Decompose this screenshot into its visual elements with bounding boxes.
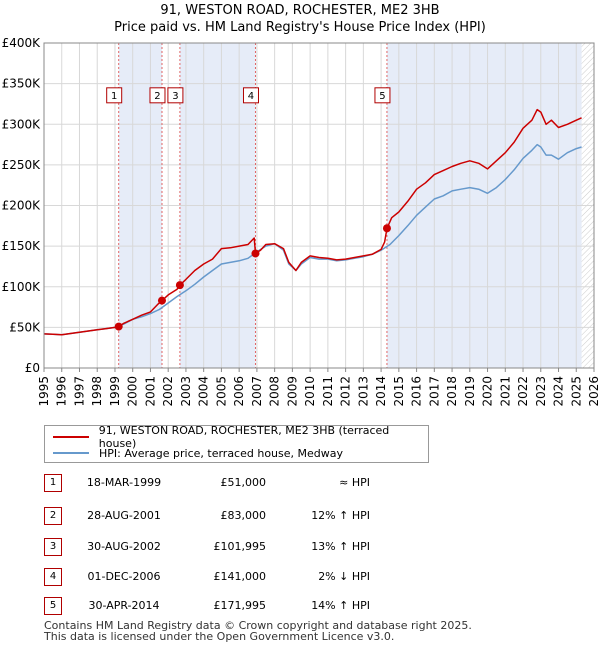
sale-price: £171,995 <box>213 599 267 612</box>
sale-label-box <box>374 87 391 104</box>
x-tick-label: 2005 <box>214 376 228 407</box>
sale-date: 18-MAR-1999 <box>86 476 162 489</box>
sale-number-badge: 4 <box>44 568 62 586</box>
chart-title: 91, WESTON ROAD, ROCHESTER, ME2 3HB <box>160 3 440 18</box>
x-tick-label: 1996 <box>55 376 69 407</box>
sale-date: 28-AUG-2001 <box>87 509 161 522</box>
legend-item-hpi: HPI: Average price, terraced house, Medw… <box>53 446 343 460</box>
sale-number-badge: 3 <box>44 538 62 556</box>
sale-number-badge: 1 <box>44 474 62 492</box>
x-tick-label: 2009 <box>285 376 299 407</box>
footer-line-licence: This data is licensed under the Open Gov… <box>44 630 395 643</box>
x-tick-label: 2012 <box>339 376 353 407</box>
x-tick-label: 2023 <box>534 376 548 407</box>
sale-date: 01-DEC-2006 <box>87 570 161 583</box>
footer-line-copyright: Contains HM Land Registry data © Crown c… <box>44 619 472 632</box>
plot-frame <box>43 42 595 369</box>
sale-label-number: 3 <box>172 91 178 102</box>
series-line-property <box>43 108 582 336</box>
x-tick-label: 2007 <box>250 376 264 407</box>
y-tick-label: £150K <box>2 239 42 253</box>
sale-point <box>175 281 184 290</box>
sale-hpi-comparison: 2% ↓ HPI <box>318 570 370 583</box>
y-tick-label: £200K <box>2 199 42 213</box>
x-tick-label: 2008 <box>268 376 282 407</box>
x-tick-label: 2010 <box>303 376 317 407</box>
sale-hpi-comparison: 14% ↑ HPI <box>311 599 370 612</box>
sale-hpi-comparison: 13% ↑ HPI <box>311 540 370 553</box>
sale-row: 2 28-AUG-2001 £83,000 12% ↑ HPI <box>44 507 564 525</box>
x-tick-label: 2022 <box>516 376 530 407</box>
y-tick-label: £100K <box>2 280 42 294</box>
x-tick-label: 2026 <box>587 376 600 407</box>
sale-row: 4 01-DEC-2006 £141,000 2% ↓ HPI <box>44 568 564 586</box>
legend-item-property: 91, WESTON ROAD, ROCHESTER, ME2 3HB (ter… <box>53 424 428 450</box>
sale-label-box <box>242 87 259 104</box>
x-tick-label: 2001 <box>143 376 157 407</box>
y-tick-label: £300K <box>2 117 42 131</box>
x-tick-label: 2004 <box>197 376 211 407</box>
x-tick-label: 2021 <box>498 376 512 407</box>
sale-price: £51,000 <box>220 476 267 489</box>
x-tick-label: 2002 <box>161 376 175 407</box>
sale-point <box>114 322 123 331</box>
x-tick-label: 2024 <box>552 376 566 407</box>
y-tick-label: £0 <box>25 361 40 375</box>
x-tick-label: 2020 <box>481 376 495 407</box>
sale-label-box <box>149 87 166 104</box>
x-tick-label: 1999 <box>108 376 122 407</box>
sale-number-badge: 2 <box>44 507 62 525</box>
sale-row: 5 30-APR-2014 £171,995 14% ↑ HPI <box>44 597 564 615</box>
sale-label-number: 2 <box>154 91 160 102</box>
sale-label-number: 4 <box>248 91 254 102</box>
legend-swatch-property <box>53 436 89 438</box>
sale-number-badge: 5 <box>44 597 62 615</box>
x-tick-label: 2025 <box>569 376 583 407</box>
sale-label-box <box>106 87 123 104</box>
sale-price: £101,995 <box>213 540 267 553</box>
sale-point <box>157 296 166 305</box>
x-tick-label: 2017 <box>427 376 441 407</box>
y-tick-label: £50K <box>9 320 41 334</box>
x-tick-label: 1997 <box>72 376 86 407</box>
x-tick-label: 2003 <box>179 376 193 407</box>
x-tick-label: 2013 <box>356 376 370 407</box>
sale-point <box>382 224 391 233</box>
x-tick-label: 2018 <box>445 376 459 407</box>
x-tick-label: 2011 <box>321 376 335 407</box>
sale-label-number: 1 <box>111 91 117 102</box>
x-tick-label: 2006 <box>232 376 246 407</box>
sale-price: £141,000 <box>213 570 267 583</box>
x-tick-label: 2019 <box>463 376 477 407</box>
x-tick-label: 1995 <box>37 376 51 407</box>
y-tick-label: £400K <box>2 36 42 50</box>
series-line-hpi <box>43 143 582 336</box>
x-tick-label: 2016 <box>410 376 424 407</box>
sale-date: 30-APR-2014 <box>88 599 160 612</box>
legend-label-hpi: HPI: Average price, terraced house, Medw… <box>99 446 344 460</box>
sale-date: 30-AUG-2002 <box>87 540 161 553</box>
x-tick-label: 2000 <box>126 376 140 407</box>
legend-label-property: 91, WESTON ROAD, ROCHESTER, ME2 3HB (ter… <box>98 424 390 450</box>
sale-point <box>251 249 260 258</box>
sale-label-box <box>167 87 184 104</box>
x-tick-label: 2014 <box>374 376 388 407</box>
y-tick-label: £250K <box>2 158 42 172</box>
chart-legend: 91, WESTON ROAD, ROCHESTER, ME2 3HB (ter… <box>44 424 429 463</box>
sale-row: 3 30-AUG-2002 £101,995 13% ↑ HPI <box>44 538 564 556</box>
sale-hpi-comparison: 12% ↑ HPI <box>311 509 370 522</box>
legend-swatch-hpi <box>53 452 89 454</box>
x-tick-label: 1998 <box>90 376 104 407</box>
y-tick-label: £350K <box>2 77 42 91</box>
sale-price: £83,000 <box>220 509 267 522</box>
sale-row: 1 18-MAR-1999 £51,000 ≈ HPI <box>44 474 564 492</box>
sale-label-number: 5 <box>379 91 385 102</box>
chart-subtitle: Price paid vs. HM Land Registry's House … <box>114 20 486 35</box>
footer-attribution: Contains HM Land Registry data © Crown c… <box>44 620 472 642</box>
x-tick-label: 2015 <box>392 376 406 407</box>
price-chart: 1 2 3 4 5 £0 £50K £100K £150K £200K £250K £300K £350… <box>2 36 600 407</box>
sale-hpi-comparison: ≈ HPI <box>339 476 370 489</box>
